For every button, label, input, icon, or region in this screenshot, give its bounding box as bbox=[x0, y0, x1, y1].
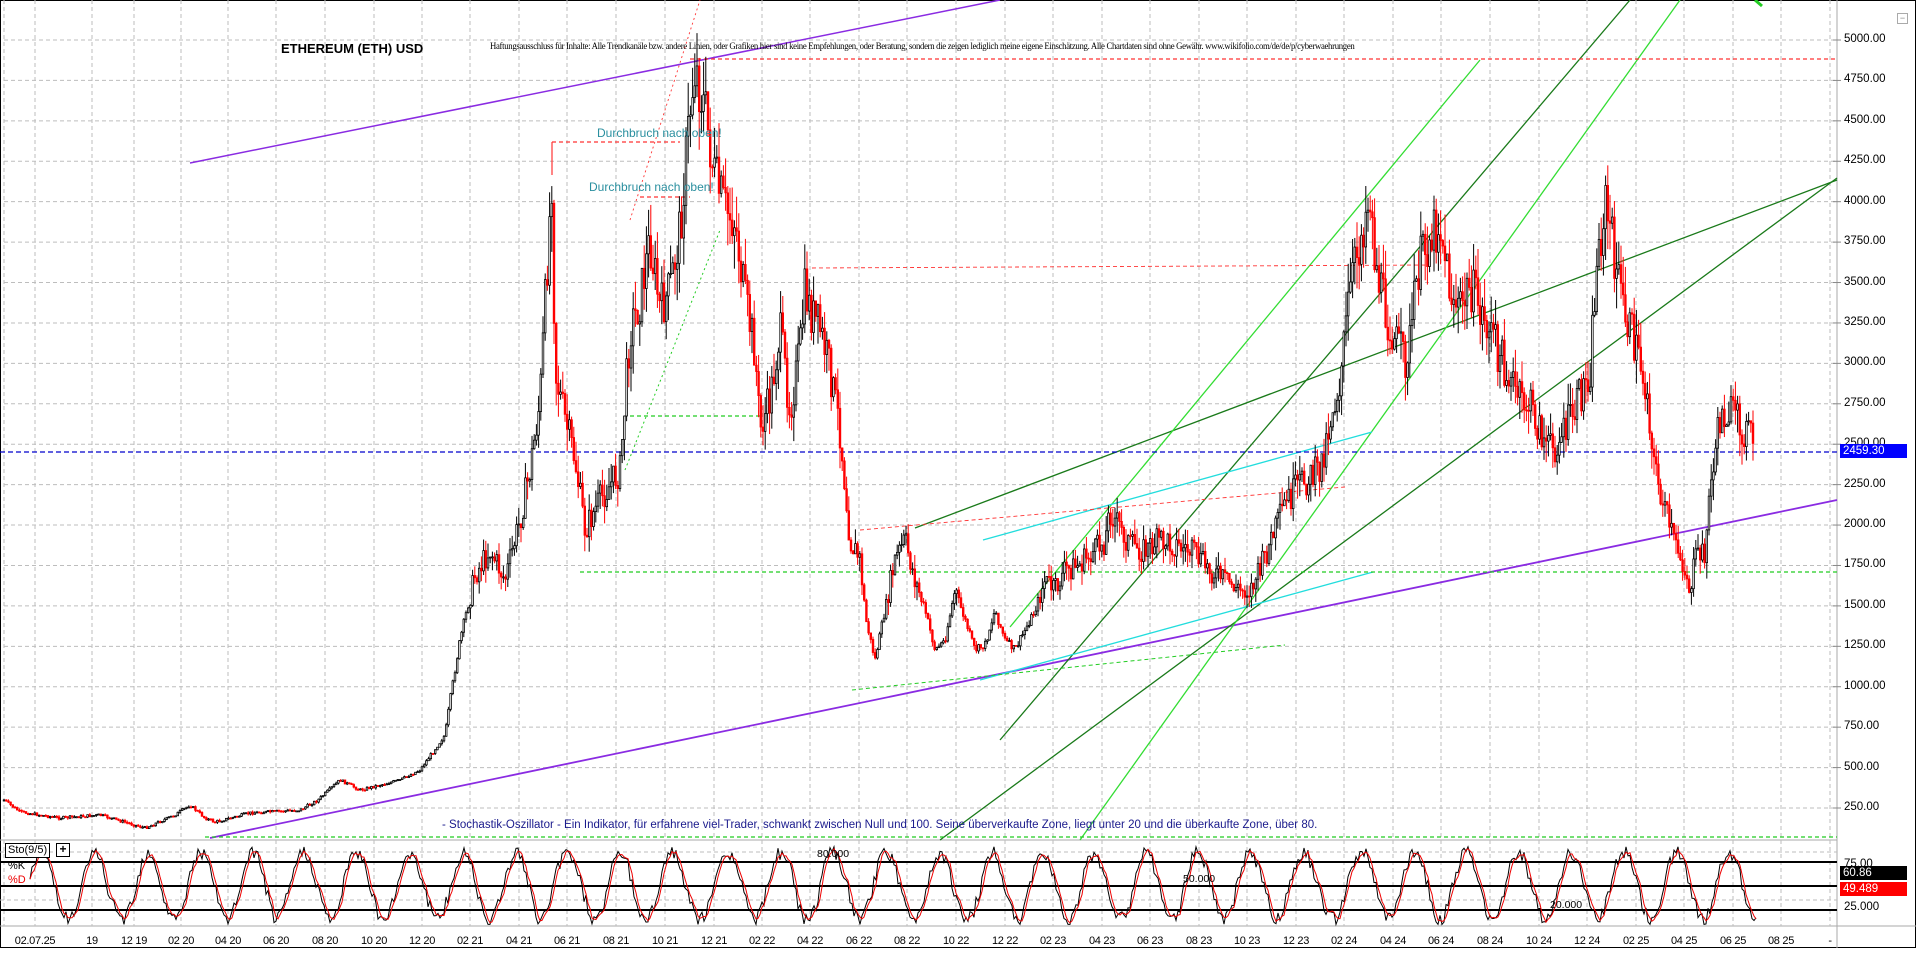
stochastic-legend[interactable]: Sto(9/5) bbox=[5, 843, 51, 858]
k-value-tag: 60.86 bbox=[1840, 866, 1907, 880]
time-tick-label: 10 20 bbox=[360, 935, 388, 947]
price-tick-label: 3250.00 bbox=[1844, 315, 1886, 328]
level-80-label: 80.000 bbox=[817, 848, 850, 860]
price-tick-label: 4500.00 bbox=[1844, 113, 1886, 126]
price-tick-label: 5000.00 bbox=[1844, 33, 1886, 45]
price-tick-label: 3750.00 bbox=[1844, 235, 1886, 248]
time-tick-label: 08 21 bbox=[602, 935, 630, 947]
price-tick-label: 3500.00 bbox=[1844, 275, 1886, 288]
time-tick-label: 12 19 bbox=[120, 935, 148, 947]
time-tick-label: 06 23 bbox=[1136, 935, 1164, 947]
stochastic-description: - Stochastik-Oszillator - Ein Indikator,… bbox=[442, 819, 1318, 831]
time-tick-label: 06 24 bbox=[1427, 935, 1455, 947]
current-price-tag: 2459.30 bbox=[1840, 444, 1907, 458]
time-tick-label: 12 21 bbox=[700, 935, 728, 947]
time-tick-label: 10 24 bbox=[1525, 935, 1553, 947]
time-tick-label: 08 20 bbox=[311, 935, 339, 947]
time-tick-label: 06 22 bbox=[845, 935, 873, 947]
time-tick-label: 06 20 bbox=[262, 935, 290, 947]
time-tick-label: 04 25 bbox=[1670, 935, 1698, 947]
time-tick-label: 08 22 bbox=[893, 935, 921, 947]
price-tick-label: 2250.00 bbox=[1844, 477, 1886, 490]
time-tick-label: 02 22 bbox=[748, 935, 776, 947]
time-tick-label: 06 25 bbox=[1719, 935, 1747, 947]
d-line-label: %D bbox=[8, 874, 26, 886]
disclaimer-text: Haftungsausschluss für Inhalte: Alle Tre… bbox=[490, 42, 1355, 52]
price-tick-label: 2750.00 bbox=[1844, 396, 1886, 409]
time-tick-label: 04 22 bbox=[796, 935, 824, 947]
stochastic-oscillator bbox=[29, 844, 1757, 927]
time-tick-label: 04 24 bbox=[1379, 935, 1407, 947]
add-indicator-plus-icon[interactable]: + bbox=[56, 843, 70, 857]
time-tick-label: 10 22 bbox=[942, 935, 970, 947]
sto-axis-25: 25.000 bbox=[1844, 901, 1880, 913]
time-tick-label: 10 21 bbox=[651, 935, 679, 947]
time-tick-label: 08 24 bbox=[1476, 935, 1504, 947]
time-tick-label: 12 22 bbox=[991, 935, 1019, 947]
price-tick-label: 250.00 bbox=[1844, 801, 1880, 813]
time-tick-label: 08 23 bbox=[1185, 935, 1213, 947]
price-tick-label: 1750.00 bbox=[1844, 558, 1886, 571]
collapse-panel-icon[interactable]: − bbox=[1897, 13, 1908, 24]
level-20-label: 20.000 bbox=[1550, 899, 1583, 911]
time-tick-label: 12 20 bbox=[408, 935, 436, 947]
price-tick-label: 1500.00 bbox=[1844, 598, 1886, 611]
time-tick-label: 04 20 bbox=[214, 935, 242, 947]
price-tick-label: 4250.00 bbox=[1844, 154, 1886, 167]
price-tick-label: 4000.00 bbox=[1844, 194, 1886, 207]
time-tick-label: 08 25 bbox=[1767, 935, 1795, 947]
price-tick-label: 3000.00 bbox=[1844, 356, 1886, 369]
time-tick-label: 02 20 bbox=[167, 935, 195, 947]
time-tick-label: 02 21 bbox=[456, 935, 484, 947]
chart-title: ETHEREUM (ETH) USD bbox=[281, 41, 424, 56]
time-tick-label: 02 24 bbox=[1330, 935, 1358, 947]
price-tick-label: 4750.00 bbox=[1844, 73, 1886, 86]
time-tick-label: 04 23 bbox=[1088, 935, 1116, 947]
level-50-label: 50.000 bbox=[1183, 873, 1216, 885]
time-tick-label: 06 21 bbox=[553, 935, 581, 947]
price-tick-label: 2000.00 bbox=[1844, 518, 1886, 531]
price-tick-label: 1000.00 bbox=[1844, 679, 1886, 692]
annotation-breakout-2: Durchbruch nach oben! bbox=[589, 180, 714, 194]
price-tick-label: 1250.00 bbox=[1844, 639, 1886, 652]
time-tick-label: 02 25 bbox=[1622, 935, 1650, 947]
price-tick-label: 750.00 bbox=[1844, 720, 1880, 733]
time-tick-label: 10 23 bbox=[1233, 935, 1261, 947]
d-value-tag: 49.489 bbox=[1840, 882, 1907, 896]
price-tick-label: 500.00 bbox=[1844, 760, 1880, 773]
annotation-breakout-1: Durchbruch nach oben! bbox=[597, 126, 722, 140]
trendlines[interactable] bbox=[0, 0, 1838, 841]
time-tick-label: - bbox=[1828, 935, 1832, 947]
grid-lines bbox=[0, 0, 1841, 926]
time-tick-label: 19 bbox=[86, 935, 98, 947]
time-tick-label: 12 23 bbox=[1282, 935, 1310, 947]
time-tick-label: 04 21 bbox=[505, 935, 533, 947]
k-line-label: %K bbox=[8, 860, 26, 872]
price-candles bbox=[2, 33, 1755, 830]
time-tick-label: 02 23 bbox=[1039, 935, 1067, 947]
time-tick-label: 12 24 bbox=[1573, 935, 1601, 947]
time-tick-label: 02.07.25 bbox=[14, 935, 56, 947]
